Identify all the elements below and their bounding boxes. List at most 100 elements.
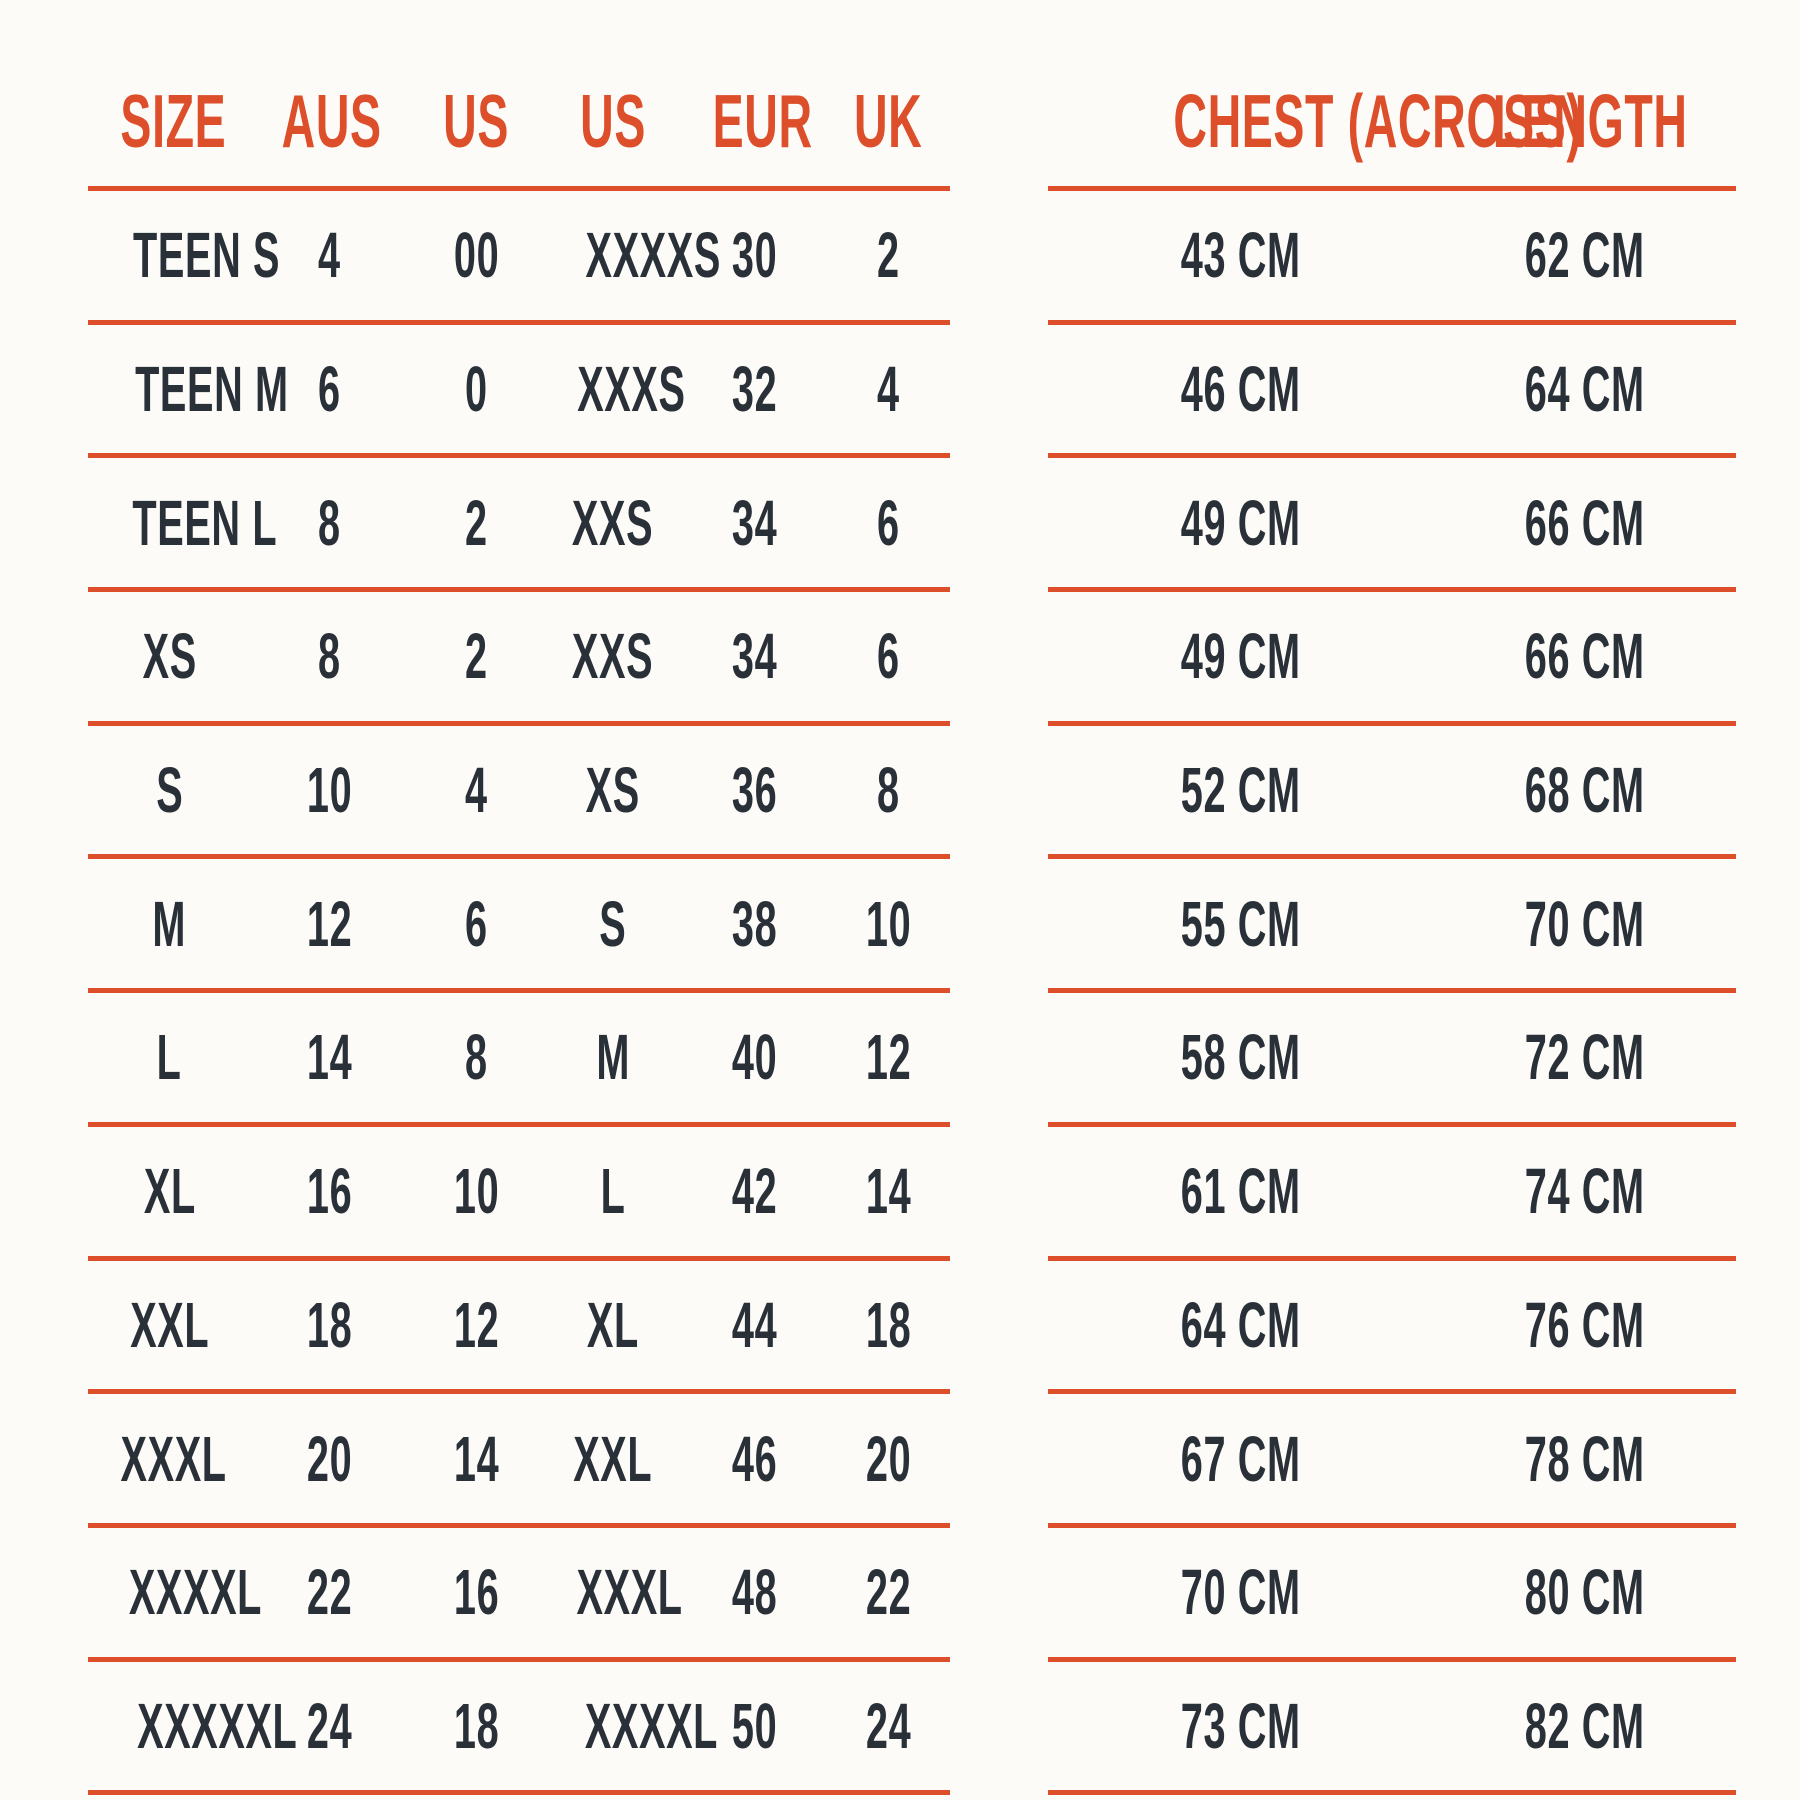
table-cell-value: 14 [307, 1021, 353, 1094]
table-cell-value: 73 CM [1180, 1689, 1301, 1762]
table-cell: 49 CM [1048, 619, 1433, 693]
table-cell: XXXXL [88, 1555, 262, 1629]
table-cell: XXXS [544, 352, 685, 426]
table-cell-value: 52 CM [1180, 754, 1301, 827]
table-cell-value: 46 [731, 1422, 777, 1495]
table-row: 64 CM 76 CM [1048, 1255, 1736, 1390]
table-cell-value: 20 [307, 1422, 353, 1495]
table-cell: XXXXS [544, 218, 720, 292]
table-cell-value: XL [586, 1288, 639, 1361]
table-cell: 6 [827, 619, 950, 693]
table-cell: 32 [682, 352, 827, 426]
table-row: 58 CM 72 CM [1048, 988, 1736, 1122]
table-cell: 80 CM [1433, 1555, 1736, 1629]
table-cell-value: S [599, 887, 627, 960]
table-cell-value: 74 CM [1524, 1155, 1645, 1228]
table-row: XXXL 20 14 XXL 46 20 [88, 1389, 950, 1523]
table-row: TEEN S 4 00 XXXXS 30 2 [88, 186, 950, 320]
table-cell: 10 [409, 1154, 544, 1228]
column-header: SIZE [88, 78, 251, 164]
table-cell: 68 CM [1433, 753, 1736, 827]
table-cell-value: 8 [876, 754, 900, 827]
table-cell-value: 2 [464, 486, 488, 559]
table-cell-value: 12 [453, 1288, 499, 1361]
table-cell: 62 CM [1433, 218, 1736, 292]
table-cell-value: 18 [307, 1288, 353, 1361]
table-cell: 82 CM [1433, 1689, 1736, 1763]
table-cell: 18 [251, 1288, 409, 1362]
table-cell: XXXL [544, 1555, 683, 1629]
table-cell-value: 40 [731, 1021, 777, 1094]
table-cell: 73 CM [1048, 1689, 1433, 1763]
table-row: 70 CM 80 CM [1048, 1522, 1736, 1657]
table-cell-value: 16 [453, 1556, 499, 1629]
column-header-label: SIZE [120, 79, 227, 163]
table-cell: 40 [682, 1020, 827, 1094]
table-cell-value: 10 [865, 887, 912, 960]
table-cell: 20 [251, 1422, 409, 1496]
table-cell-value: 6 [318, 353, 342, 426]
table-cell-value: L [600, 1155, 626, 1228]
table-cell: TEEN L [88, 486, 276, 560]
table-cell-value: 24 [307, 1689, 353, 1762]
table-cell-value: 20 [865, 1422, 912, 1495]
table-cell-value: XL [143, 1155, 196, 1228]
table-cell: 2 [827, 218, 950, 292]
table-row: M 12 6 S 38 10 [88, 854, 950, 988]
table-cell: 16 [409, 1555, 544, 1629]
table-row: XXXXXL 24 18 XXXXL 50 24 [88, 1656, 950, 1796]
table-cell: XL [88, 1154, 251, 1228]
table-cell-value: TEEN S [133, 219, 281, 292]
table-row: 73 CM 82 CM [1048, 1656, 1736, 1796]
table-row: L 14 8 M 40 12 [88, 988, 950, 1122]
table-cell-value: 50 [731, 1689, 777, 1762]
table-cell: 64 CM [1048, 1288, 1433, 1362]
table-cell-value: 30 [731, 219, 777, 292]
table-row: 52 CM 68 CM [1048, 720, 1736, 855]
table-cell-value: 16 [307, 1155, 353, 1228]
table-cell-value: 48 [731, 1556, 777, 1629]
table-cell-value: XXS [572, 620, 654, 693]
table-cell-value: 4 [876, 353, 900, 426]
table-cell: 18 [409, 1689, 544, 1763]
table-cell-value: M [596, 1021, 630, 1094]
table-row: TEEN L 8 2 XXS 34 6 [88, 453, 950, 587]
table-cell-value: 49 CM [1180, 620, 1301, 693]
table-cell-value: XS [142, 620, 197, 693]
table-cell-value: 70 CM [1180, 1556, 1301, 1629]
table-cell: 34 [682, 486, 827, 560]
table-cell-value: 2 [876, 219, 900, 292]
column-header-label: UK [854, 79, 923, 163]
measurements-table-body: 43 CM 62 CM 46 CM 64 CM 49 CM 66 CM 49 CM 66 CM… [1048, 186, 1736, 1796]
size-conversion-table: SIZE AUS US US EUR UK TEEN S 4 00 XXXXS 30 2 TEEN M… [88, 0, 950, 1796]
table-cell-value: XXXL [576, 1556, 683, 1629]
table-cell: 48 [682, 1555, 827, 1629]
table-cell: 42 [682, 1154, 827, 1228]
table-cell-value: XXL [129, 1288, 209, 1361]
table-cell-value: 70 CM [1524, 887, 1645, 960]
table-cell-value: TEEN L [132, 486, 278, 559]
table-cell: 66 CM [1433, 486, 1736, 560]
table-cell: 10 [251, 753, 409, 827]
table-cell: 18 [827, 1288, 950, 1362]
column-header: CHEST (ACROSS) [1048, 78, 1581, 164]
table-cell-value: XXL [573, 1422, 653, 1495]
table-cell: 20 [827, 1422, 950, 1496]
table-cell-value: 34 [731, 620, 777, 693]
column-header-label: US [580, 79, 646, 163]
table-row: 67 CM 78 CM [1048, 1389, 1736, 1523]
table-cell-value: 8 [318, 620, 342, 693]
table-row: 49 CM 66 CM [1048, 453, 1736, 587]
table-cell-value: XS [585, 754, 641, 827]
table-cell: 4 [251, 218, 409, 292]
table-cell: 64 CM [1433, 352, 1736, 426]
table-cell-value: 18 [865, 1288, 912, 1361]
table-row: 46 CM 64 CM [1048, 319, 1736, 454]
table-cell-value: 62 CM [1524, 219, 1645, 292]
table-row: 49 CM 66 CM [1048, 587, 1736, 721]
table-cell: 70 CM [1433, 887, 1736, 961]
table-cell: 10 [827, 887, 950, 961]
table-cell-value: 4 [464, 754, 488, 827]
table-cell-value: 4 [318, 219, 342, 292]
table-cell: 14 [251, 1020, 409, 1094]
